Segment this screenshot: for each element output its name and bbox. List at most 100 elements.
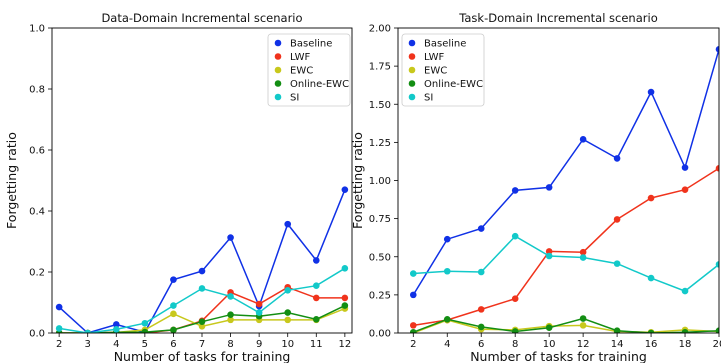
chart-title: Task-Domain Incremental scenario: [458, 11, 657, 25]
legend-label-ewc: EWC: [290, 66, 313, 77]
legend-label-online-ewc: Online-EWC: [424, 79, 483, 90]
data-point-lwf: [341, 294, 349, 302]
series-line-ewc: [413, 319, 719, 333]
data-point-online-ewc: [647, 329, 655, 333]
data-point-online-ewc: [443, 315, 451, 323]
legend-label-baseline: Baseline: [424, 39, 466, 50]
legend-box: [267, 33, 351, 107]
chart-data-domain: Data-Domain Incremental scenario 2 3 4 5 6 7 8 9…: [4, 11, 353, 363]
data-point-si: [312, 282, 320, 290]
chart-title: Data-Domain Incremental scenario: [101, 11, 302, 25]
data-point-si: [511, 232, 519, 240]
x-tick-label: 3: [85, 339, 91, 350]
plot-area: [55, 186, 349, 333]
x-tick-label: 11: [310, 339, 323, 350]
y-tick-label: 1.75: [369, 62, 391, 73]
x-tick-label: 10: [543, 339, 556, 350]
legend-marker-ewc: [274, 66, 282, 74]
legend: Baseline LWF EWC Online-EWC SI: [267, 33, 351, 107]
data-point-baseline: [477, 225, 485, 232]
data-point-si: [681, 287, 689, 295]
chart-task-domain: Task-Domain Incremental scenario 2 4 6 8 10 12…: [350, 11, 721, 363]
y-tick-label: 0.50: [369, 252, 391, 263]
data-point-si: [55, 325, 63, 332]
y-tick-label: 0.8: [29, 85, 45, 96]
legend-marker-online-ewc: [274, 80, 282, 87]
data-point-lwf: [545, 248, 553, 255]
data-point-si: [545, 252, 553, 260]
data-point-si: [198, 285, 206, 292]
data-point-si: [84, 329, 92, 333]
data-point-si: [477, 268, 485, 276]
data-point-si: [227, 293, 234, 300]
data-point-online-ewc: [511, 328, 519, 333]
data-point-lwf: [647, 194, 655, 202]
legend-label-si: SI: [424, 93, 433, 104]
x-tick-label: 12: [577, 339, 590, 350]
data-point-lwf: [579, 248, 587, 256]
x-tick-label: 18: [679, 339, 692, 350]
data-point-ewc: [198, 322, 206, 330]
data-point-baseline: [112, 321, 120, 328]
data-point-si: [613, 260, 621, 267]
data-point-online-ewc: [312, 315, 320, 323]
data-point-online-ewc: [227, 311, 234, 319]
data-point-online-ewc: [613, 327, 621, 333]
data-point-si: [647, 274, 655, 282]
data-point-si: [112, 326, 120, 333]
data-point-si: [579, 254, 587, 261]
data-point-lwf: [312, 294, 320, 302]
data-point-online-ewc: [409, 328, 417, 333]
y-tick-label: 2.00: [369, 24, 391, 35]
data-point-si: [170, 302, 177, 309]
x-tick-label: 6: [478, 339, 484, 350]
legend-label-baseline: Baseline: [290, 39, 332, 50]
data-point-baseline: [55, 303, 63, 311]
data-point-lwf: [477, 306, 485, 313]
data-point-baseline: [613, 155, 621, 162]
legend-label-ewc: EWC: [424, 66, 447, 77]
legend-marker-si: [408, 93, 416, 101]
data-point-baseline: [579, 136, 587, 143]
x-tick-label: 9: [256, 339, 262, 350]
legend-marker-lwf: [274, 53, 282, 60]
x-tick-label: 20: [713, 339, 721, 350]
legend-label-si: SI: [290, 93, 299, 104]
x-tick-label: 4: [113, 339, 119, 350]
legend-marker-lwf: [408, 53, 416, 60]
data-point-ewc: [284, 316, 292, 324]
legend-label-lwf: LWF: [290, 52, 311, 63]
data-point-lwf: [715, 165, 719, 172]
x-tick-label: 4: [444, 339, 450, 350]
x-axis-label: Number of tasks for training: [470, 349, 647, 363]
x-tick-label: 7: [199, 339, 205, 350]
data-point-baseline: [227, 234, 234, 241]
y-axis-label: Forgetting ratio: [350, 132, 365, 229]
y-tick-label: 0.2: [29, 268, 45, 279]
data-point-baseline: [511, 187, 519, 194]
plot-area: [409, 46, 719, 333]
data-point-online-ewc: [579, 315, 587, 322]
y-tick-label: 1.0: [29, 24, 45, 35]
data-point-ewc: [579, 322, 587, 329]
data-point-online-ewc: [715, 327, 719, 333]
y-tick-label: 0.25: [369, 290, 391, 301]
data-point-si: [341, 265, 349, 272]
data-point-baseline: [409, 291, 417, 299]
data-point-online-ewc: [477, 323, 485, 331]
series-line-baseline: [58, 189, 346, 333]
data-point-online-ewc: [284, 309, 292, 316]
x-tick-label: 12: [338, 339, 351, 350]
y-axis-label: Forgetting ratio: [4, 132, 19, 229]
y-tick-label: 1.50: [369, 100, 391, 111]
x-tick-label: 6: [170, 339, 176, 350]
x-tick-label: 10: [281, 339, 294, 350]
data-point-baseline: [170, 276, 177, 283]
data-point-online-ewc: [545, 324, 553, 331]
data-point-ewc: [227, 316, 234, 324]
data-point-si: [409, 270, 417, 277]
data-point-online-ewc: [681, 328, 689, 333]
legend-label-lwf: LWF: [424, 52, 445, 63]
data-point-si: [255, 309, 263, 316]
